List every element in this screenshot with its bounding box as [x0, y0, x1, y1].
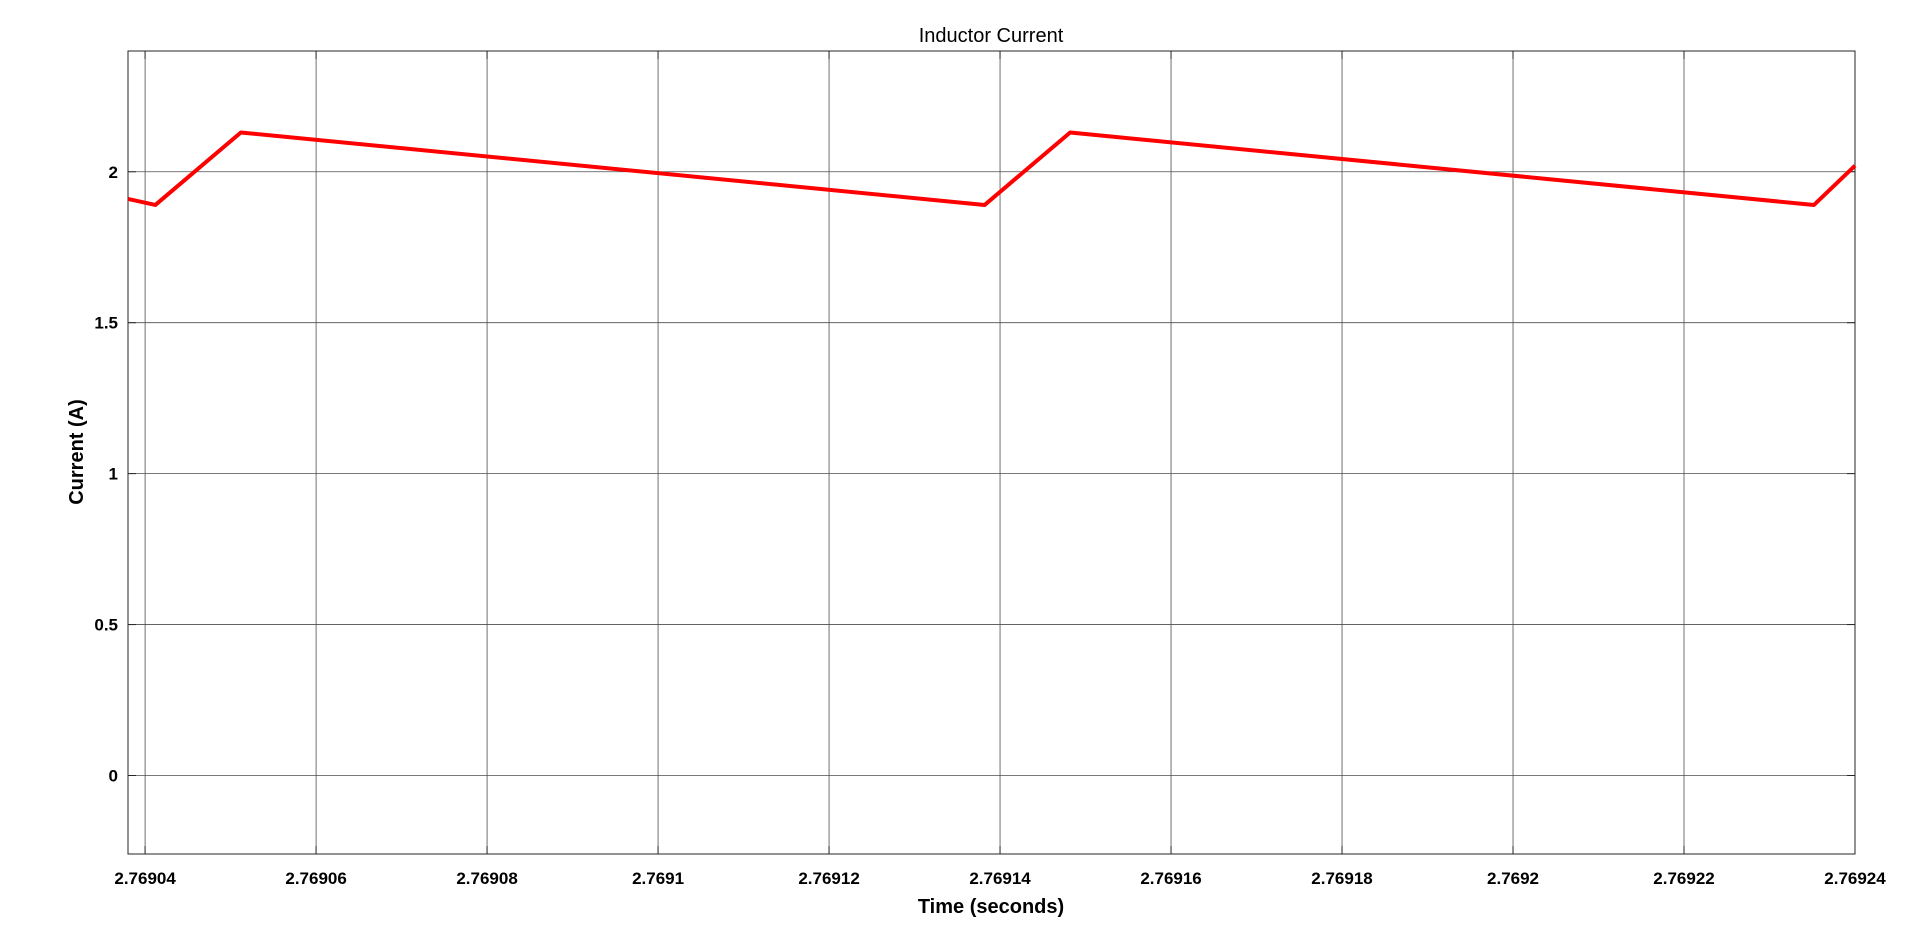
- grid-lines: [128, 51, 1856, 854]
- y-axis-label: Current (A): [66, 399, 88, 505]
- y-tick-labels: 0 0.5 1 1.5 2: [94, 163, 118, 786]
- y-tick-label: 2: [109, 163, 118, 182]
- series-layer: [127, 130, 1857, 207]
- inductor-current-line: [127, 130, 1857, 207]
- x-tick-label: 2.76906: [285, 869, 346, 888]
- x-tick-label: 2.76904: [114, 869, 176, 888]
- x-tick-label: 2.76924: [1824, 869, 1886, 888]
- plot-area-frame: [127, 50, 1856, 855]
- y-tick-label: 0: [109, 767, 118, 786]
- chart-title: Inductor Current: [919, 25, 1064, 47]
- x-axis-label: Time (seconds): [918, 896, 1064, 918]
- x-tick-label: 2.76908: [456, 869, 517, 888]
- x-tick-label: 2.76912: [798, 869, 859, 888]
- x-tick-label: 2.76918: [1311, 869, 1372, 888]
- x-tick-label: 2.76914: [969, 869, 1031, 888]
- x-tick-label: 2.76916: [1140, 869, 1201, 888]
- x-tick-label: 2.7692: [1487, 869, 1539, 888]
- y-tick-label: 0.5: [94, 616, 118, 635]
- x-tick-label: 2.76922: [1653, 869, 1714, 888]
- y-tick-label: 1: [109, 465, 118, 484]
- y-tick-label: 1.5: [94, 314, 118, 333]
- x-tick-label: 2.7691: [632, 869, 684, 888]
- x-tick-labels: 2.76904 2.76906 2.76908 2.7691 2.76912 2.7691…: [114, 869, 1886, 888]
